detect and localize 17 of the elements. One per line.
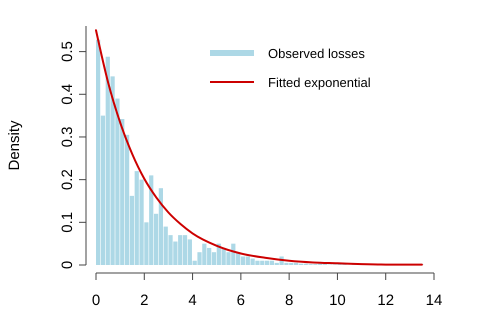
legend-label: Observed losses bbox=[268, 46, 366, 61]
x-tick-label: 0 bbox=[92, 292, 100, 309]
y-tick-label: 0.3 bbox=[59, 126, 76, 148]
y-tick-label: 0 bbox=[59, 260, 76, 270]
x-tick-label: 2 bbox=[140, 292, 148, 309]
y-tick-label: 0.5 bbox=[59, 41, 76, 62]
x-tick-label: 8 bbox=[284, 292, 294, 309]
y-axis-title: Density bbox=[6, 120, 23, 171]
y-tick-label: 0.1 bbox=[59, 212, 76, 233]
y-tick-label: 0.2 bbox=[59, 169, 76, 190]
x-tick-label: 12 bbox=[377, 292, 394, 309]
x-tick-label: 14 bbox=[426, 292, 442, 309]
x-tick-label: 6 bbox=[236, 292, 246, 309]
legend-label: Fitted exponential bbox=[268, 75, 371, 90]
x-tick-label: 10 bbox=[329, 292, 346, 309]
y-tick-label: 0.4 bbox=[59, 84, 76, 105]
x-tick-label: 4 bbox=[188, 292, 197, 309]
